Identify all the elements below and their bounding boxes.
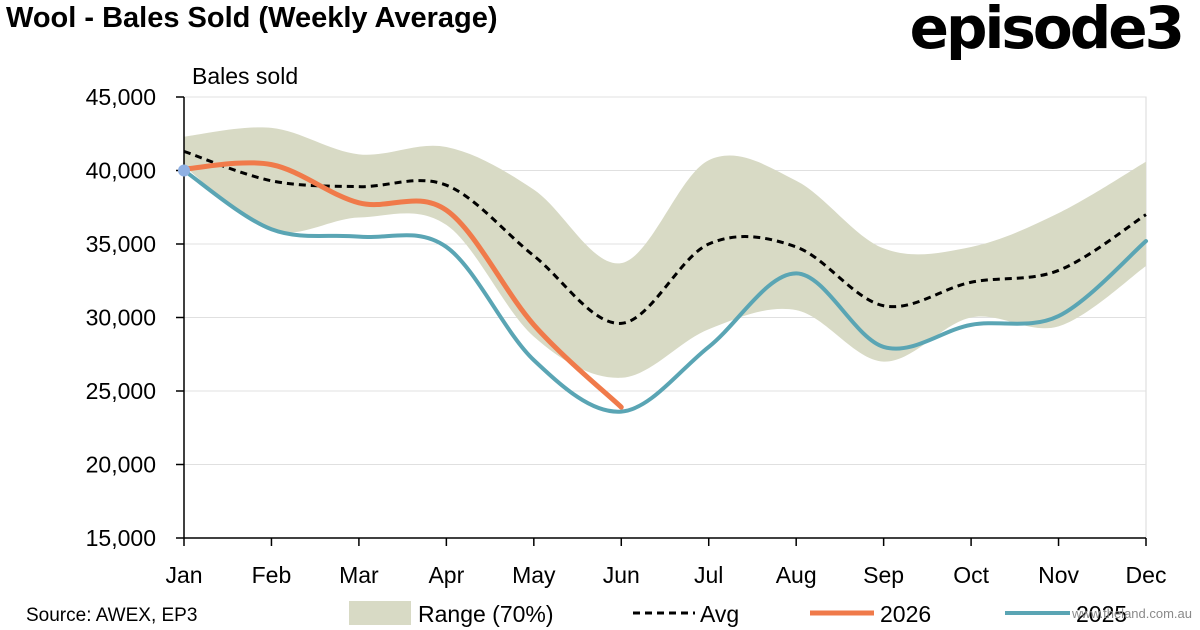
start-point-marker — [178, 164, 190, 177]
x-tick-label: Jun — [603, 562, 640, 588]
series-line-2026 — [181, 160, 624, 410]
episode3-logo: episode3 — [909, 0, 1185, 62]
x-tick-label: Dec — [1126, 562, 1167, 588]
y-tick-label: 15,000 — [86, 525, 156, 551]
legend-label-range: Range (70%) — [418, 601, 554, 627]
watermark: www.theland.com.au — [1072, 606, 1192, 621]
y-tick-label: 35,000 — [86, 231, 156, 257]
range-band — [184, 127, 1146, 378]
y-tick-label: 25,000 — [86, 378, 156, 404]
y-tick-label: 30,000 — [86, 305, 156, 331]
x-tick-label: Jul — [694, 562, 723, 588]
legend-label-2025: 2025 — [1076, 601, 1127, 627]
y-tick-label: 45,000 — [86, 84, 156, 110]
x-tick-label: Jan — [165, 562, 202, 588]
x-tick-label: Sep — [863, 562, 904, 588]
series-line-2025 — [182, 168, 1148, 414]
x-tick-label: Nov — [1038, 562, 1079, 588]
x-tick-label: Feb — [252, 562, 292, 588]
chart-title: Wool - Bales Sold (Weekly Average) — [6, 2, 498, 34]
legend-swatch-range — [349, 601, 411, 625]
source-note: Source: AWEX, EP3 — [26, 605, 198, 626]
y-tick-label: 20,000 — [86, 452, 156, 478]
x-tick-label: Aug — [776, 562, 817, 588]
legend-label-2026: 2026 — [880, 601, 931, 627]
series-line-avg — [183, 149, 1147, 325]
x-tick-label: Apr — [428, 562, 464, 588]
x-tick-label: Oct — [953, 562, 989, 588]
x-tick-label: May — [512, 562, 556, 588]
legend-label-avg: Avg — [700, 601, 739, 627]
x-tick-label: Mar — [339, 562, 379, 588]
y-axis-label: Bales sold — [192, 63, 299, 89]
y-tick-label: 40,000 — [86, 158, 156, 184]
